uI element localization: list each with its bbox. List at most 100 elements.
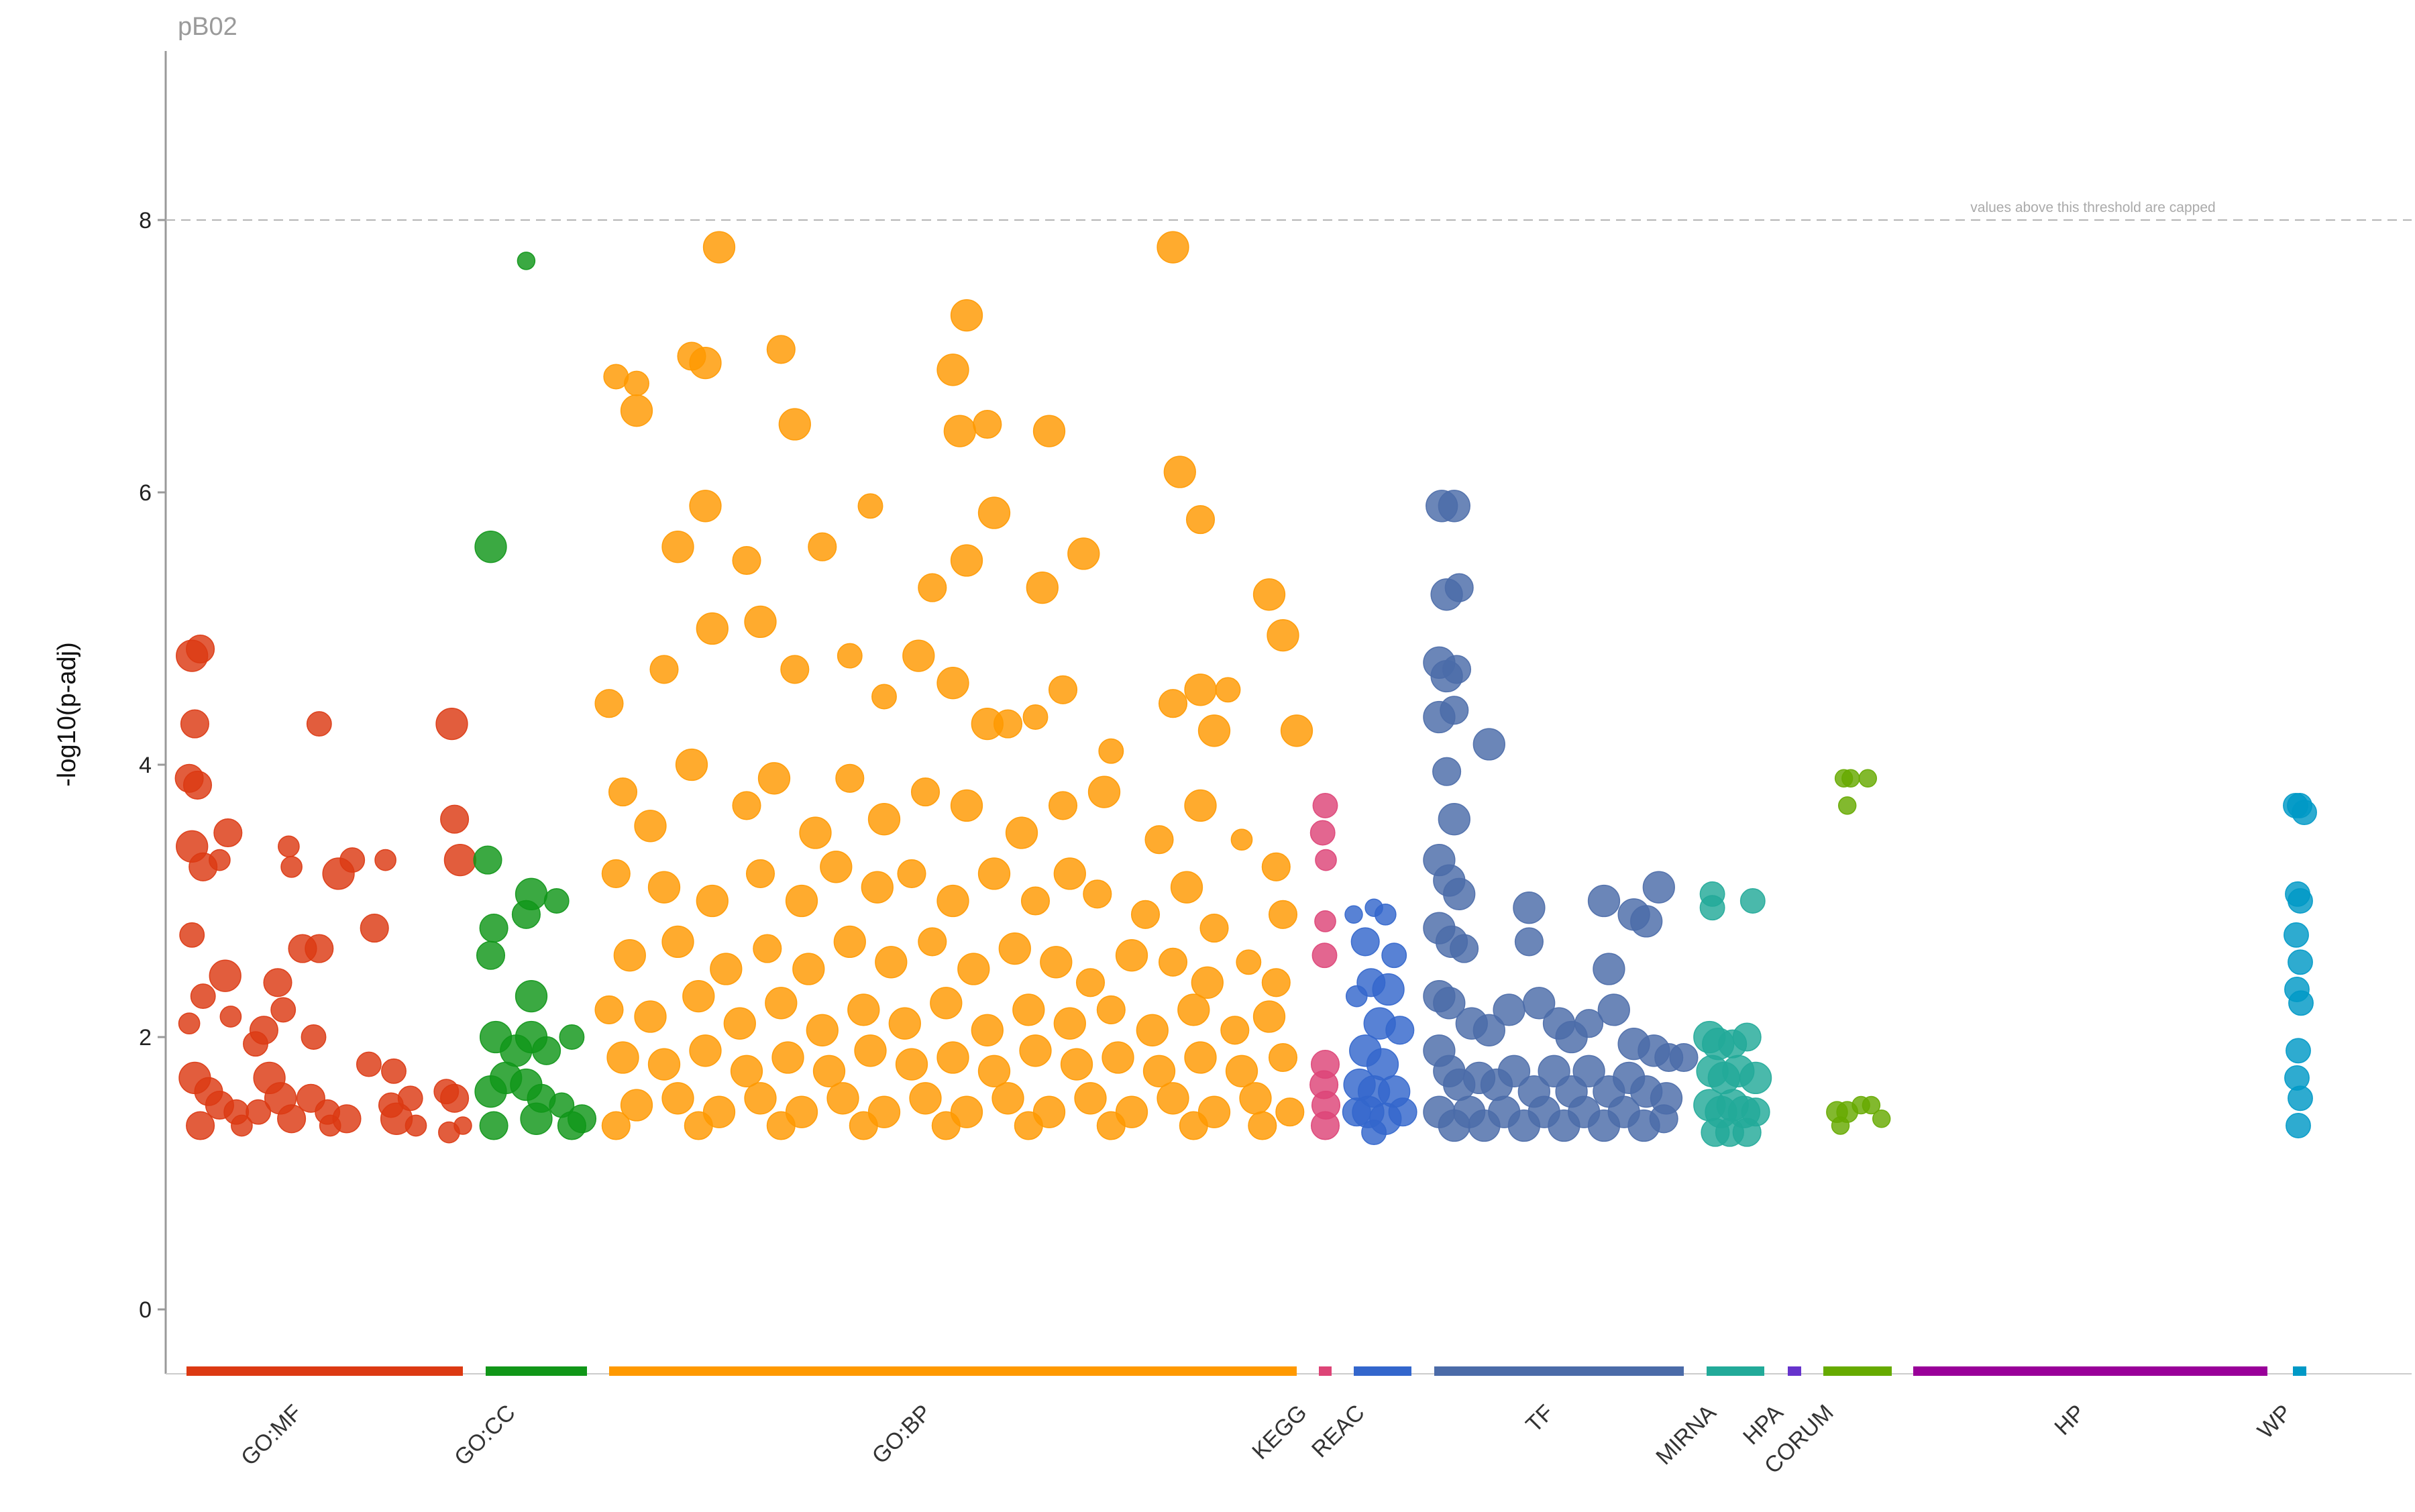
point-go-bp-1[interactable] xyxy=(620,394,653,427)
point-go-mf-38[interactable] xyxy=(339,847,366,873)
point-tf-65[interactable] xyxy=(1649,1104,1678,1134)
point-go-bp-73[interactable] xyxy=(977,857,1011,890)
point-go-bp-65[interactable] xyxy=(647,871,681,904)
point-go-bp-16[interactable] xyxy=(661,531,694,563)
point-go-mf-1[interactable] xyxy=(186,634,215,664)
point-go-bp-154[interactable] xyxy=(1014,1111,1043,1140)
point-corum-8[interactable] xyxy=(1872,1110,1891,1128)
point-go-bp-51[interactable] xyxy=(757,762,791,795)
point-reac-6[interactable] xyxy=(1372,973,1405,1006)
point-go-mf-13[interactable] xyxy=(219,1006,242,1028)
point-go-bp-5[interactable] xyxy=(702,231,736,264)
point-go-bp-52[interactable] xyxy=(799,816,832,849)
point-go-mf-47[interactable] xyxy=(405,1114,427,1137)
point-go-bp-153[interactable] xyxy=(931,1111,961,1140)
point-go-bp-111[interactable] xyxy=(1136,1014,1169,1046)
point-go-bp-67[interactable] xyxy=(745,859,775,888)
point-tf-14[interactable] xyxy=(1443,877,1476,910)
point-tf-38[interactable] xyxy=(1669,1042,1699,1073)
point-go-cc-8[interactable] xyxy=(515,979,548,1013)
point-go-bp-40[interactable] xyxy=(1022,704,1049,730)
point-go-bp-8[interactable] xyxy=(936,354,969,386)
point-reac-4[interactable] xyxy=(1381,942,1407,969)
point-go-bp-15[interactable] xyxy=(689,490,722,523)
point-go-bp-60[interactable] xyxy=(1144,825,1174,855)
point-go-bp-82[interactable] xyxy=(661,925,694,959)
point-go-bp-43[interactable] xyxy=(1158,689,1188,718)
point-tf-3[interactable] xyxy=(1444,573,1474,602)
point-mirna-1[interactable] xyxy=(1699,895,1725,921)
point-go-bp-19[interactable] xyxy=(857,493,883,519)
point-go-bp-125[interactable] xyxy=(1019,1034,1052,1067)
point-tf-19[interactable] xyxy=(1642,871,1675,904)
point-go-mf-52[interactable] xyxy=(440,1083,470,1113)
point-go-bp-61[interactable] xyxy=(1184,789,1217,822)
point-go-bp-102[interactable] xyxy=(765,987,798,1020)
point-mirna-2[interactable] xyxy=(1739,888,1766,914)
point-go-bp-76[interactable] xyxy=(1083,879,1112,909)
point-go-mf-54[interactable] xyxy=(453,1116,472,1135)
point-go-bp-12[interactable] xyxy=(1032,415,1066,447)
point-go-bp-63[interactable] xyxy=(1261,852,1291,881)
point-go-cc-21[interactable] xyxy=(520,1102,553,1135)
point-go-bp-4[interactable] xyxy=(689,346,722,380)
point-go-bp-120[interactable] xyxy=(812,1055,846,1087)
point-go-bp-13[interactable] xyxy=(1157,231,1189,264)
point-tf-10[interactable] xyxy=(1432,757,1462,786)
point-go-mf-49[interactable] xyxy=(440,804,470,834)
point-go-bp-93[interactable] xyxy=(1115,939,1148,972)
point-go-bp-78[interactable] xyxy=(1170,871,1203,904)
point-go-bp-148[interactable] xyxy=(1275,1097,1305,1127)
point-go-mf-9[interactable] xyxy=(179,922,205,948)
point-go-bp-118[interactable] xyxy=(730,1055,763,1087)
point-go-bp-22[interactable] xyxy=(977,496,1011,529)
point-go-bp-21[interactable] xyxy=(950,544,983,577)
point-go-mf-29[interactable] xyxy=(280,855,303,878)
point-go-bp-75[interactable] xyxy=(1053,857,1086,890)
point-go-mf-4[interactable] xyxy=(182,770,213,800)
point-go-cc-22[interactable] xyxy=(557,1111,586,1140)
point-go-bp-112[interactable] xyxy=(1177,993,1210,1026)
point-tf-15[interactable] xyxy=(1513,892,1546,924)
point-kegg-8[interactable] xyxy=(1310,1111,1340,1140)
point-go-bp-34[interactable] xyxy=(837,643,863,669)
point-tf-18[interactable] xyxy=(1630,905,1663,938)
point-go-bp-101[interactable] xyxy=(723,1007,756,1040)
point-go-bp-99[interactable] xyxy=(634,1000,667,1033)
point-tf-34[interactable] xyxy=(1597,993,1630,1026)
point-go-mf-5[interactable] xyxy=(213,818,243,848)
point-go-bp-143[interactable] xyxy=(1074,1082,1107,1115)
point-go-bp-7[interactable] xyxy=(778,408,811,441)
point-wp-8[interactable] xyxy=(2288,990,2314,1016)
point-go-bp-53[interactable] xyxy=(835,763,865,793)
point-go-bp-44[interactable] xyxy=(1184,673,1217,706)
point-go-bp-113[interactable] xyxy=(1220,1016,1250,1045)
point-go-bp-157[interactable] xyxy=(1248,1111,1277,1140)
point-go-mf-28[interactable] xyxy=(278,835,300,858)
point-reac-9[interactable] xyxy=(1385,1016,1415,1045)
point-go-bp-92[interactable] xyxy=(1075,968,1106,997)
point-go-bp-71[interactable] xyxy=(897,859,926,888)
point-go-bp-145[interactable] xyxy=(1157,1082,1189,1115)
point-go-bp-105[interactable] xyxy=(888,1007,921,1040)
point-go-cc-7[interactable] xyxy=(476,940,506,970)
point-go-mf-41[interactable] xyxy=(356,1051,382,1077)
point-go-bp-32[interactable] xyxy=(744,605,777,639)
point-tf-26[interactable] xyxy=(1433,987,1466,1020)
point-go-bp-49[interactable] xyxy=(675,748,708,781)
point-go-bp-88[interactable] xyxy=(918,927,947,957)
point-corum-2[interactable] xyxy=(1858,769,1878,788)
point-go-bp-58[interactable] xyxy=(1048,791,1078,820)
point-wp-12[interactable] xyxy=(2286,1113,2311,1138)
point-go-mf-46[interactable] xyxy=(397,1085,423,1112)
point-go-bp-94[interactable] xyxy=(1158,947,1188,977)
point-go-mf-21[interactable] xyxy=(249,1016,278,1045)
point-tf-16[interactable] xyxy=(1587,884,1621,918)
point-go-bp-100[interactable] xyxy=(682,979,715,1013)
point-kegg-0[interactable] xyxy=(1312,792,1338,818)
point-go-bp-137[interactable] xyxy=(826,1082,859,1115)
point-go-bp-132[interactable] xyxy=(620,1089,653,1122)
point-go-cc-2[interactable] xyxy=(473,845,502,875)
point-go-mf-2[interactable] xyxy=(180,709,209,739)
point-go-bp-128[interactable] xyxy=(1142,1055,1176,1087)
